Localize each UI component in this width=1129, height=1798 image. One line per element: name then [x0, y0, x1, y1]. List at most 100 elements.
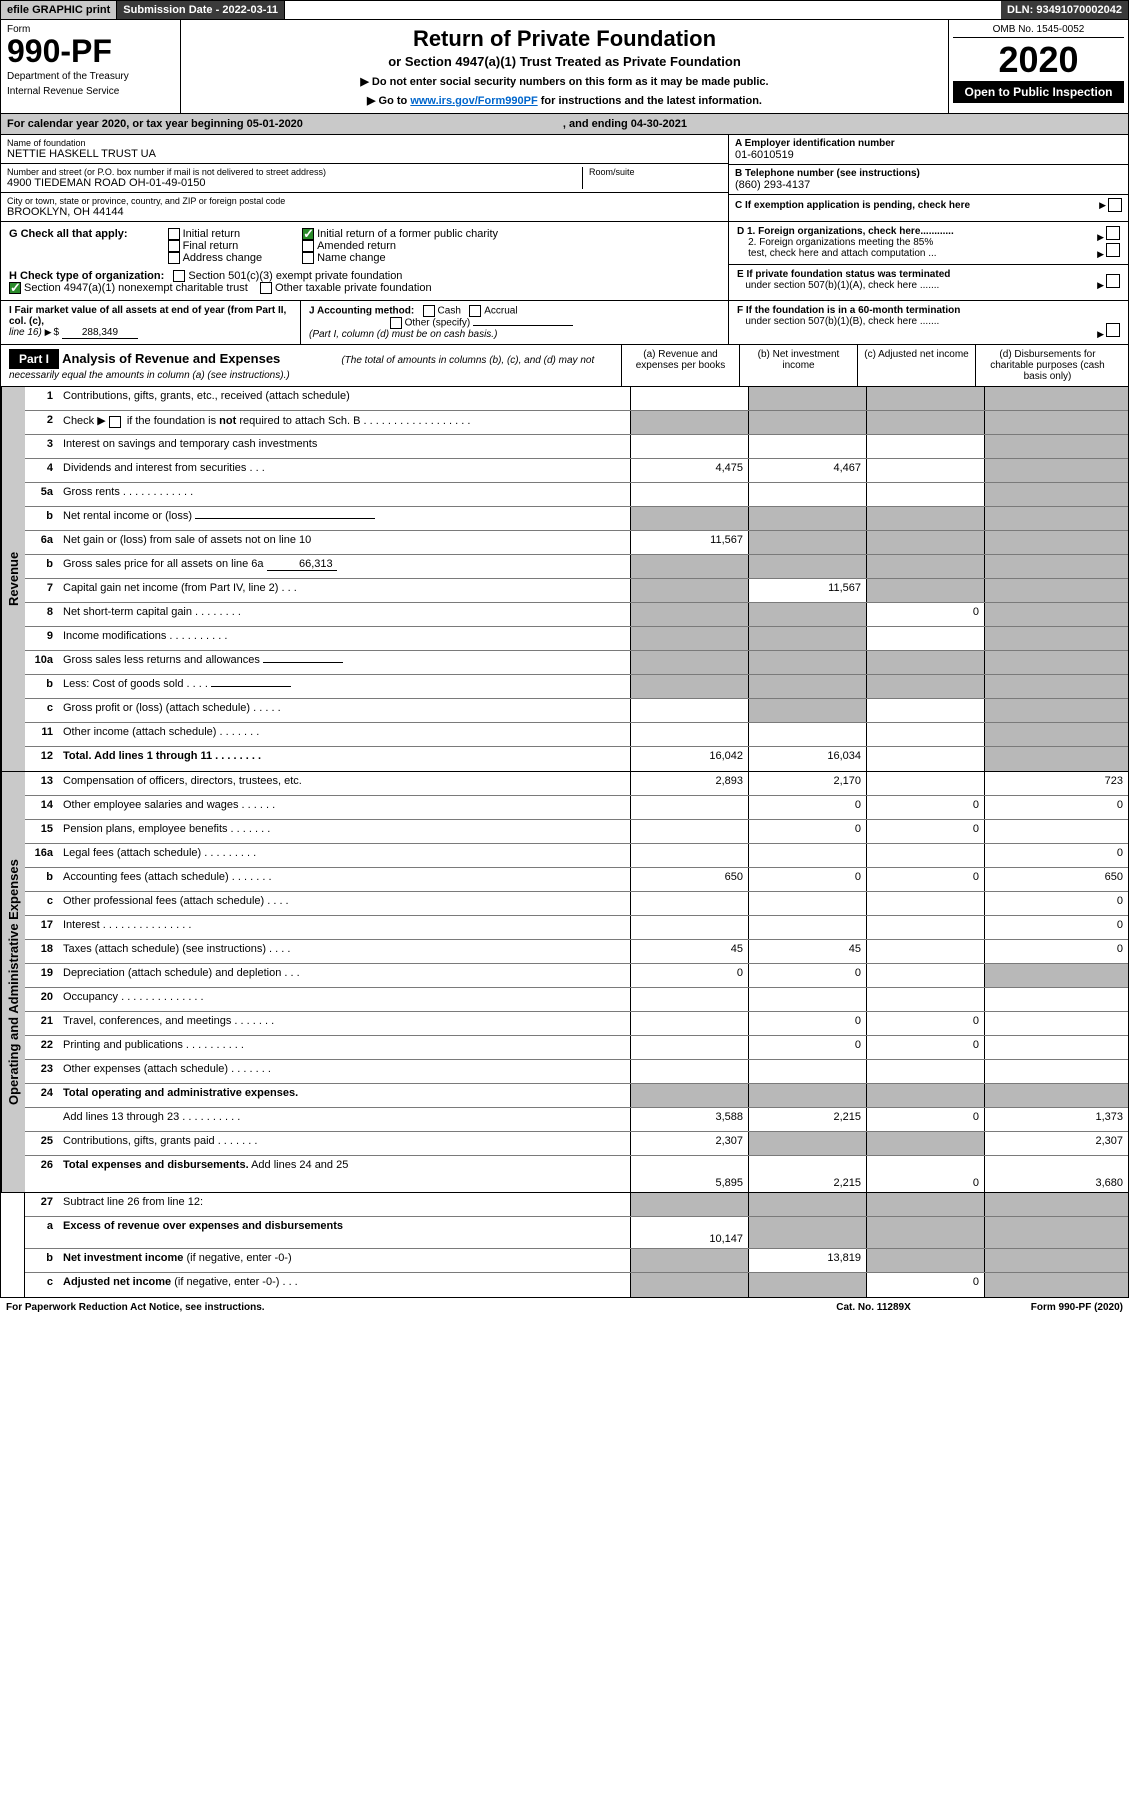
phone-cell: B Telephone number (see instructions) (8…: [729, 165, 1128, 195]
form-title: Return of Private Foundation: [187, 26, 942, 52]
row-15: 15Pension plans, employee benefits . . .…: [25, 820, 1128, 844]
calendar-year-row: For calendar year 2020, or tax year begi…: [0, 114, 1129, 135]
row-27c: cAdjusted net income (if negative, enter…: [25, 1273, 1128, 1297]
checkbox-sch-b[interactable]: [109, 416, 121, 428]
checkbox-f[interactable]: [1106, 323, 1120, 337]
part1-title: Analysis of Revenue and Expenses: [62, 351, 280, 366]
part1-title-cell: Part I Analysis of Revenue and Expenses …: [1, 345, 621, 386]
form-id-box: Form 990-PF Department of the Treasury I…: [1, 20, 181, 113]
row-12: 12Total. Add lines 1 through 11 . . . . …: [25, 747, 1128, 771]
f-cell: F If the foundation is in a 60-month ter…: [728, 301, 1128, 344]
row-4: 4Dividends and interest from securities …: [25, 459, 1128, 483]
revenue-body: 1Contributions, gifts, grants, etc., rec…: [25, 387, 1128, 771]
dln: DLN: 93491070002042: [1001, 1, 1128, 19]
city-cell: City or town, state or province, country…: [1, 193, 728, 221]
checkbox-other-method[interactable]: [390, 317, 402, 329]
ein-value: 01-6010519: [735, 149, 1122, 161]
tax-year: 2020: [953, 38, 1124, 81]
foundation-name-cell: Name of foundation NETTIE HASKELL TRUST …: [1, 135, 728, 164]
row-16a: 16aLegal fees (attach schedule) . . . . …: [25, 844, 1128, 868]
checkbox-accrual[interactable]: [469, 305, 481, 317]
row-18: 18Taxes (attach schedule) (see instructi…: [25, 940, 1128, 964]
fmv-value: 288,349: [62, 327, 138, 339]
foundation-name: NETTIE HASKELL TRUST UA: [7, 148, 722, 160]
form-subtitle: or Section 4947(a)(1) Trust Treated as P…: [187, 54, 942, 69]
ein-cell: A Employer identification number 01-6010…: [729, 135, 1128, 165]
checkbox-exemption[interactable]: [1108, 198, 1122, 212]
row-5b: bNet rental income or (loss): [25, 507, 1128, 531]
line27-grid: 27Subtract line 26 from line 12: aExcess…: [0, 1193, 1129, 1298]
address-cell: Number and street (or P.O. box number if…: [1, 164, 728, 193]
row-25: 25Contributions, gifts, grants paid . . …: [25, 1132, 1128, 1156]
row-20: 20Occupancy . . . . . . . . . . . . . .: [25, 988, 1128, 1012]
checkbox-501c3[interactable]: [173, 270, 185, 282]
fmv-row: I Fair market value of all assets at end…: [0, 301, 1129, 345]
gross-sales-6a: 66,313: [267, 558, 337, 571]
row-22: 22Printing and publications . . . . . . …: [25, 1036, 1128, 1060]
exemption-pending-cell: C If exemption application is pending, c…: [729, 195, 1128, 215]
fmv-cell: I Fair market value of all assets at end…: [1, 301, 301, 344]
row-6a: 6aNet gain or (loss) from sale of assets…: [25, 531, 1128, 555]
checkbox-initial[interactable]: [168, 228, 180, 240]
phone-value: (860) 293-4137: [735, 179, 1122, 191]
col-a-header: (a) Revenue and expenses per books: [621, 345, 739, 386]
row-10a: 10aGross sales less returns and allowanc…: [25, 651, 1128, 675]
row-19: 19Depreciation (attach schedule) and dep…: [25, 964, 1128, 988]
checkbox-cash[interactable]: [423, 305, 435, 317]
checkbox-d2[interactable]: [1106, 243, 1120, 257]
open-to-public: Open to Public Inspection: [953, 81, 1124, 103]
row-13: 13Compensation of officers, directors, t…: [25, 772, 1128, 796]
blank-side: [1, 1193, 25, 1297]
col-d-header: (d) Disbursements for charitable purpose…: [975, 345, 1119, 386]
checkbox-initial-former[interactable]: [302, 228, 314, 240]
paperwork-notice: For Paperwork Reduction Act Notice, see …: [6, 1302, 265, 1313]
city-state-zip: BROOKLYN, OH 44144: [7, 206, 722, 218]
line27-body: 27Subtract line 26 from line 12: aExcess…: [25, 1193, 1128, 1297]
irs: Internal Revenue Service: [7, 86, 174, 97]
row-27a: aExcess of revenue over expenses and dis…: [25, 1217, 1128, 1249]
checkbox-other-taxable[interactable]: [260, 282, 272, 294]
arrow-icon: [1097, 329, 1106, 340]
checkbox-amended[interactable]: [302, 240, 314, 252]
row-17: 17Interest . . . . . . . . . . . . . . .…: [25, 916, 1128, 940]
row-14: 14Other employee salaries and wages . . …: [25, 796, 1128, 820]
row-27b: bNet investment income (if negative, ent…: [25, 1249, 1128, 1273]
efile-label: efile GRAPHIC print: [1, 1, 117, 19]
checkbox-4947[interactable]: [9, 282, 21, 294]
arrow-icon: [1097, 249, 1106, 260]
opex-body: 13Compensation of officers, directors, t…: [25, 772, 1128, 1192]
part1-header-row: Part I Analysis of Revenue and Expenses …: [0, 345, 1129, 387]
checkbox-name-change[interactable]: [302, 252, 314, 264]
efile-header: efile GRAPHIC print Submission Date - 20…: [0, 0, 1129, 20]
checkbox-address[interactable]: [168, 252, 180, 264]
year-box: OMB No. 1545-0052 2020 Open to Public In…: [948, 20, 1128, 113]
g-check-block: G Check all that apply: Initial return F…: [1, 222, 728, 300]
row-21: 21Travel, conferences, and meetings . . …: [25, 1012, 1128, 1036]
title-block: Form 990-PF Department of the Treasury I…: [0, 20, 1129, 114]
cat-number: Cat. No. 11289X: [836, 1302, 910, 1313]
row-23: 23Other expenses (attach schedule) . . .…: [25, 1060, 1128, 1084]
row-24b: Add lines 13 through 23 . . . . . . . . …: [25, 1108, 1128, 1132]
page-footer: For Paperwork Reduction Act Notice, see …: [0, 1298, 1129, 1317]
row-9: 9Income modifications . . . . . . . . . …: [25, 627, 1128, 651]
row-8: 8Net short-term capital gain . . . . . .…: [25, 603, 1128, 627]
row-11: 11Other income (attach schedule) . . . .…: [25, 723, 1128, 747]
arrow-icon: [1097, 280, 1106, 291]
title-center: Return of Private Foundation or Section …: [181, 20, 948, 113]
row-1: 1Contributions, gifts, grants, etc., rec…: [25, 387, 1128, 411]
d1-row: D 1. Foreign organizations, check here..…: [729, 222, 1128, 265]
opex-side-label: Operating and Administrative Expenses: [1, 772, 25, 1192]
e-row: E If private foundation status was termi…: [729, 265, 1128, 295]
form-ref: Form 990-PF (2020): [1031, 1302, 1123, 1313]
irs-link[interactable]: www.irs.gov/Form990PF: [410, 95, 537, 107]
identification-block: Name of foundation NETTIE HASKELL TRUST …: [0, 135, 1129, 222]
id-left: Name of foundation NETTIE HASKELL TRUST …: [1, 135, 728, 221]
row-10b: bLess: Cost of goods sold . . . .: [25, 675, 1128, 699]
checkbox-d1[interactable]: [1106, 226, 1120, 240]
form-number: 990-PF: [7, 35, 174, 67]
checkbox-e[interactable]: [1106, 274, 1120, 288]
checkbox-final[interactable]: [168, 240, 180, 252]
row-3: 3Interest on savings and temporary cash …: [25, 435, 1128, 459]
arrow-icon: [45, 327, 54, 338]
arrow-icon: [1097, 232, 1106, 243]
